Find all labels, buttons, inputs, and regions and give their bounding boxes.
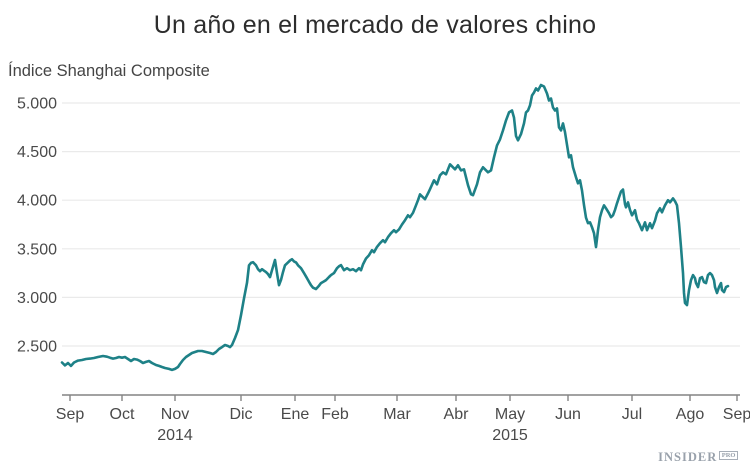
index-line	[60, 83, 730, 372]
gridlines	[62, 102, 740, 347]
watermark-brand: INSIDER	[658, 450, 718, 464]
y-tick-label: 5.000	[17, 96, 57, 113]
year-label: 2014	[157, 427, 193, 444]
x-tick-label: Dic	[229, 406, 252, 423]
x-tick-label: Jul	[622, 406, 642, 423]
y-axis-labels: 5.000 4.500 4.000 3.500 3.000 2.500	[17, 96, 57, 356]
y-tick-label: 4.500	[17, 144, 57, 161]
x-axis	[62, 394, 740, 401]
x-tick-label: Ago	[676, 406, 705, 423]
chart-subtitle: Índice Shanghai Composite	[8, 62, 210, 80]
x-tick-label: Mar	[383, 406, 411, 423]
x-tick-label: Oct	[110, 406, 135, 423]
y-tick-label: 2.500	[17, 339, 57, 356]
x-tick-label: May	[495, 406, 525, 423]
x-tick-label: Sep	[723, 406, 750, 423]
x-tick-label: Ene	[281, 406, 310, 423]
x-tick-label: Nov	[161, 406, 189, 423]
x-tick-label: Sep	[56, 406, 85, 423]
year-label: 2015	[492, 427, 528, 444]
y-tick-label: 3.000	[17, 290, 57, 307]
y-tick-label: 4.000	[17, 193, 57, 210]
x-axis-labels: Sep Oct Nov Dic Ene Feb Mar Abr May Jun Jul Ago Sep 2…	[56, 406, 750, 444]
chart-title: Un año en el mercado de valores chino	[153, 11, 597, 39]
watermark-pro-badge: PRO	[719, 451, 738, 460]
y-tick-label: 3.500	[17, 241, 57, 258]
index-line-series	[60, 83, 730, 372]
insiderpro-watermark: INSIDER PRO	[658, 450, 738, 465]
x-tick-label: Jun	[555, 406, 581, 423]
x-tick-label: Feb	[321, 406, 349, 423]
x-tick-label: Abr	[444, 406, 470, 423]
